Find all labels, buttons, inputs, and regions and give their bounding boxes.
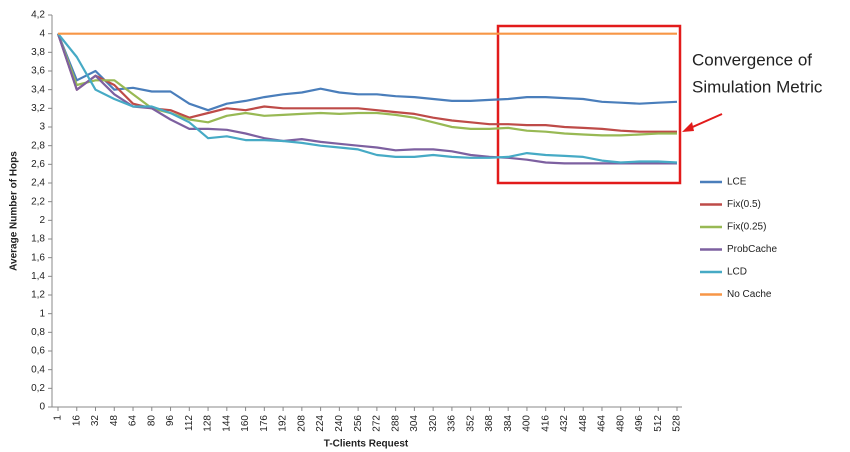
x-tick-label: 464 <box>597 415 608 432</box>
legend-label: No Cache <box>727 289 772 300</box>
x-tick-label: 176 <box>259 415 270 432</box>
series-line <box>57 33 678 164</box>
x-tick-label: 256 <box>353 415 364 432</box>
y-tick-label: 0 <box>39 402 45 413</box>
x-tick-label: 352 <box>465 415 476 432</box>
legend-label: Fix(0.25) <box>727 222 766 233</box>
y-tick-label: 2,2 <box>31 196 45 207</box>
arrow-head <box>682 122 694 132</box>
y-tick-label: 0,4 <box>31 364 45 375</box>
x-tick-label: 384 <box>503 415 514 432</box>
series-line <box>56 33 677 133</box>
y-tick-label: 2,8 <box>31 140 45 151</box>
x-tick-label: 528 <box>672 415 683 432</box>
y-tick-label: 3,2 <box>31 103 45 114</box>
x-tick-label: 128 <box>203 415 214 432</box>
x-tick-label: 512 <box>653 415 664 432</box>
x-tick-label: 16 <box>71 415 82 427</box>
x-tick-label: 288 <box>390 415 401 432</box>
y-tick-label: 1 <box>39 308 45 319</box>
y-tick-label: 3,4 <box>31 84 45 95</box>
series-line <box>56 33 677 165</box>
x-tick-label: 64 <box>128 415 139 427</box>
y-tick-label: 0,2 <box>31 383 45 394</box>
x-tick-label: 96 <box>165 415 176 427</box>
y-tick-label: 1,8 <box>31 234 45 245</box>
x-tick-label: 480 <box>615 415 626 432</box>
x-tick-label: 304 <box>409 415 420 432</box>
legend-label: Fix(0.5) <box>727 199 761 210</box>
y-tick-label: 3,8 <box>31 47 45 58</box>
legend-label: LCE <box>727 177 747 188</box>
y-tick-label: 0,8 <box>31 327 45 338</box>
y-axis-title: Average Number of Hops <box>9 151 20 271</box>
y-tick-label: 3 <box>39 122 45 133</box>
x-tick-label: 368 <box>484 415 495 432</box>
x-tick-label: 32 <box>90 415 101 427</box>
x-tick-label: 416 <box>540 415 551 432</box>
x-tick-label: 1 <box>53 415 64 421</box>
series-line <box>56 33 677 137</box>
x-tick-label: 208 <box>296 415 307 432</box>
x-tick-label: 144 <box>221 415 232 432</box>
x-tick-label: 112 <box>184 415 195 431</box>
x-tick-label: 320 <box>428 415 439 432</box>
y-tick-label: 3,6 <box>31 66 45 77</box>
x-tick-label: 432 <box>559 415 570 432</box>
x-tick-label: 192 <box>278 415 289 432</box>
y-tick-label: 2,6 <box>31 159 45 170</box>
highlight-box <box>496 24 682 185</box>
x-tick-label: 224 <box>315 415 326 432</box>
y-tick-label: 0,6 <box>31 346 45 357</box>
x-tick-label: 80 <box>146 415 157 427</box>
x-tick-label: 400 <box>522 415 533 432</box>
y-tick-label: 4,2 <box>31 10 45 21</box>
series-line <box>56 33 678 112</box>
y-tick-label: 1,6 <box>31 252 45 263</box>
y-tick-label: 4 <box>39 28 45 39</box>
legend-label: LCD <box>727 267 747 278</box>
y-tick-label: 1,4 <box>31 271 45 282</box>
y-tick-label: 2,4 <box>31 178 45 189</box>
annotation: Simulation Metric <box>692 77 823 96</box>
x-tick-label: 48 <box>109 415 120 427</box>
x-tick-label: 496 <box>634 415 645 432</box>
y-tick-label: 1,2 <box>31 290 45 301</box>
annotation: Convergence of <box>692 50 812 69</box>
legend-label: ProbCache <box>727 244 777 255</box>
x-tick-label: 272 <box>372 415 383 432</box>
annotation-arrow <box>687 113 723 130</box>
y-tick-label: 2 <box>39 215 45 226</box>
x-tick-label: 448 <box>578 415 589 432</box>
x-tick-label: 336 <box>447 415 458 432</box>
x-tick-label: 240 <box>334 415 345 432</box>
x-tick-label: 160 <box>240 415 251 432</box>
x-axis-title: T-Clients Request <box>324 439 409 450</box>
